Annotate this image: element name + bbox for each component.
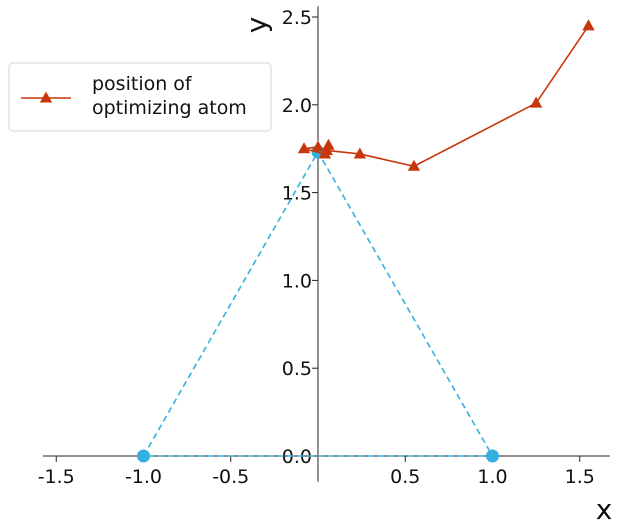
legend-marker [39,91,53,103]
y-tick-label: 0.0 [282,446,312,468]
legend-box [8,62,272,132]
data-point [318,147,332,159]
series-layer [137,19,595,463]
data-point [311,140,325,152]
x-tick-label: 0.5 [390,466,420,488]
data-point [486,449,499,463]
series-line [303,25,590,168]
y-axis-label: y [240,17,273,34]
data-point [322,138,335,150]
y-tick-label: 1.5 [282,183,312,205]
data-point [297,142,311,154]
data-point [137,449,150,463]
y-tick-label: 1.0 [282,270,312,292]
series-0 [297,19,595,171]
data-point [353,147,367,159]
y-tick-label: 2.0 [282,95,312,117]
x-tick-label: -1.0 [125,466,162,488]
x-tick-label: -0.5 [212,466,249,488]
y-tick-label: 2.5 [282,7,312,29]
data-point [582,19,595,31]
data-point [407,159,421,171]
axes: -1.5 -1.0 -0.5 0.5 1.0 1.5 0.0 0.5 1.0 1.5 2.0 2.5 x… [38,6,613,523]
data-point [529,96,543,108]
x-tick-label: -1.5 [38,466,75,488]
x-axis-label: x [596,493,613,523]
x-tick-label: 1.0 [477,466,507,488]
series-line [142,150,494,457]
x-tick-label: 1.5 [565,466,595,488]
legend-label: position of optimizing atom [92,73,247,119]
y-tick-label: 0.5 [282,358,312,380]
legend: position of optimizing atom [8,62,272,132]
